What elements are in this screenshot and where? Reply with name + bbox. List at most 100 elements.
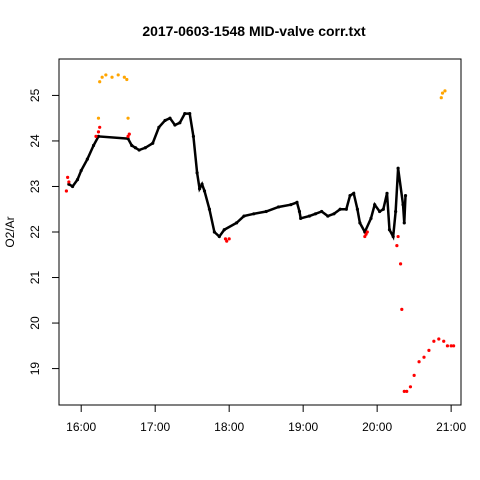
data-point bbox=[91, 143, 96, 148]
data-point bbox=[191, 134, 196, 138]
data-point bbox=[385, 191, 389, 195]
data-point bbox=[178, 121, 182, 125]
data-point bbox=[126, 116, 130, 120]
data-point bbox=[417, 360, 421, 364]
plot-frame bbox=[58, 58, 462, 406]
data-point bbox=[227, 237, 231, 241]
data-point bbox=[127, 132, 131, 136]
data-point bbox=[217, 234, 221, 239]
data-point bbox=[200, 182, 204, 186]
data-point bbox=[396, 234, 400, 239]
data-point bbox=[320, 209, 324, 214]
data-point bbox=[126, 137, 130, 141]
data-point bbox=[67, 182, 71, 186]
data-point bbox=[396, 166, 400, 170]
data-point bbox=[395, 244, 399, 248]
data-point bbox=[252, 212, 256, 216]
data-point bbox=[352, 191, 356, 195]
data-point bbox=[96, 134, 101, 138]
data-point bbox=[427, 348, 431, 352]
data-point bbox=[202, 189, 207, 193]
data-point bbox=[344, 207, 348, 211]
y-tick-label: 25 bbox=[28, 88, 42, 102]
x-tick-label: 21:00 bbox=[436, 420, 466, 434]
data-point bbox=[98, 125, 102, 129]
data-point bbox=[130, 143, 134, 148]
data-point bbox=[96, 130, 101, 134]
y-axis: 19 20 21 22 23 24 25 bbox=[28, 88, 60, 376]
x-axis: 16:00 17:00 18:00 19:00 20:00 21:00 bbox=[66, 404, 466, 434]
x-tick-label: 16:00 bbox=[66, 420, 96, 434]
data-point bbox=[137, 148, 141, 152]
data-point bbox=[398, 262, 403, 266]
data-point bbox=[332, 212, 336, 216]
data-point bbox=[348, 193, 352, 198]
data-point bbox=[394, 209, 398, 214]
data-point bbox=[85, 157, 89, 161]
data-point bbox=[234, 221, 239, 225]
data-point bbox=[70, 184, 75, 189]
data-point bbox=[66, 175, 70, 179]
data-point bbox=[122, 75, 126, 79]
x-tick-label: 17:00 bbox=[140, 420, 170, 434]
data-point bbox=[96, 116, 101, 120]
data-point bbox=[100, 75, 104, 79]
data-point bbox=[64, 189, 68, 193]
data-point bbox=[400, 307, 404, 311]
data-point bbox=[195, 171, 199, 175]
data-point bbox=[125, 77, 129, 82]
data-point bbox=[442, 339, 446, 343]
data-point bbox=[358, 221, 362, 225]
data-point bbox=[222, 228, 226, 232]
y-tick-label: 24 bbox=[28, 134, 42, 148]
data-point bbox=[197, 187, 202, 191]
series-1 bbox=[64, 125, 456, 393]
data-point bbox=[403, 193, 408, 198]
data-point bbox=[94, 134, 98, 138]
data-point bbox=[67, 180, 71, 184]
data-point bbox=[449, 344, 453, 348]
data-point bbox=[432, 339, 436, 343]
data-point bbox=[168, 116, 172, 120]
data-point bbox=[422, 355, 426, 359]
data-point bbox=[75, 178, 80, 182]
data-point bbox=[402, 389, 406, 393]
data-point bbox=[157, 125, 161, 129]
data-points bbox=[64, 73, 456, 393]
data-point bbox=[116, 73, 120, 77]
data-point bbox=[402, 221, 406, 225]
data-point bbox=[408, 385, 413, 389]
data-point bbox=[143, 146, 147, 150]
data-point bbox=[289, 203, 293, 207]
data-point bbox=[173, 123, 177, 127]
data-point bbox=[307, 214, 311, 218]
data-point bbox=[242, 214, 246, 218]
data-point bbox=[313, 212, 318, 216]
data-point bbox=[405, 389, 409, 393]
data-point bbox=[445, 344, 450, 348]
data-point bbox=[439, 96, 443, 100]
series-2 bbox=[96, 73, 447, 120]
data-point bbox=[295, 200, 299, 205]
data-point bbox=[264, 209, 268, 214]
chart-title: 2017-0603-1548 MID-valve corr.txt bbox=[142, 23, 366, 39]
data-point bbox=[133, 146, 138, 150]
data-point bbox=[412, 373, 416, 378]
data-point bbox=[110, 75, 114, 79]
data-point bbox=[188, 112, 192, 116]
y-tick-label: 21 bbox=[28, 271, 42, 285]
data-point bbox=[378, 209, 382, 214]
data-point bbox=[381, 207, 385, 211]
data-point bbox=[151, 141, 155, 145]
y-tick-label: 19 bbox=[28, 362, 42, 376]
data-point bbox=[365, 230, 369, 234]
data-point bbox=[437, 337, 441, 341]
y-tick-label: 22 bbox=[28, 225, 42, 239]
data-point bbox=[387, 228, 392, 232]
series-line bbox=[68, 112, 407, 241]
x-tick-label: 20:00 bbox=[362, 420, 392, 434]
data-point bbox=[98, 80, 102, 84]
data-point bbox=[207, 207, 212, 211]
data-point bbox=[104, 73, 108, 77]
y-tick-label: 23 bbox=[28, 179, 42, 193]
